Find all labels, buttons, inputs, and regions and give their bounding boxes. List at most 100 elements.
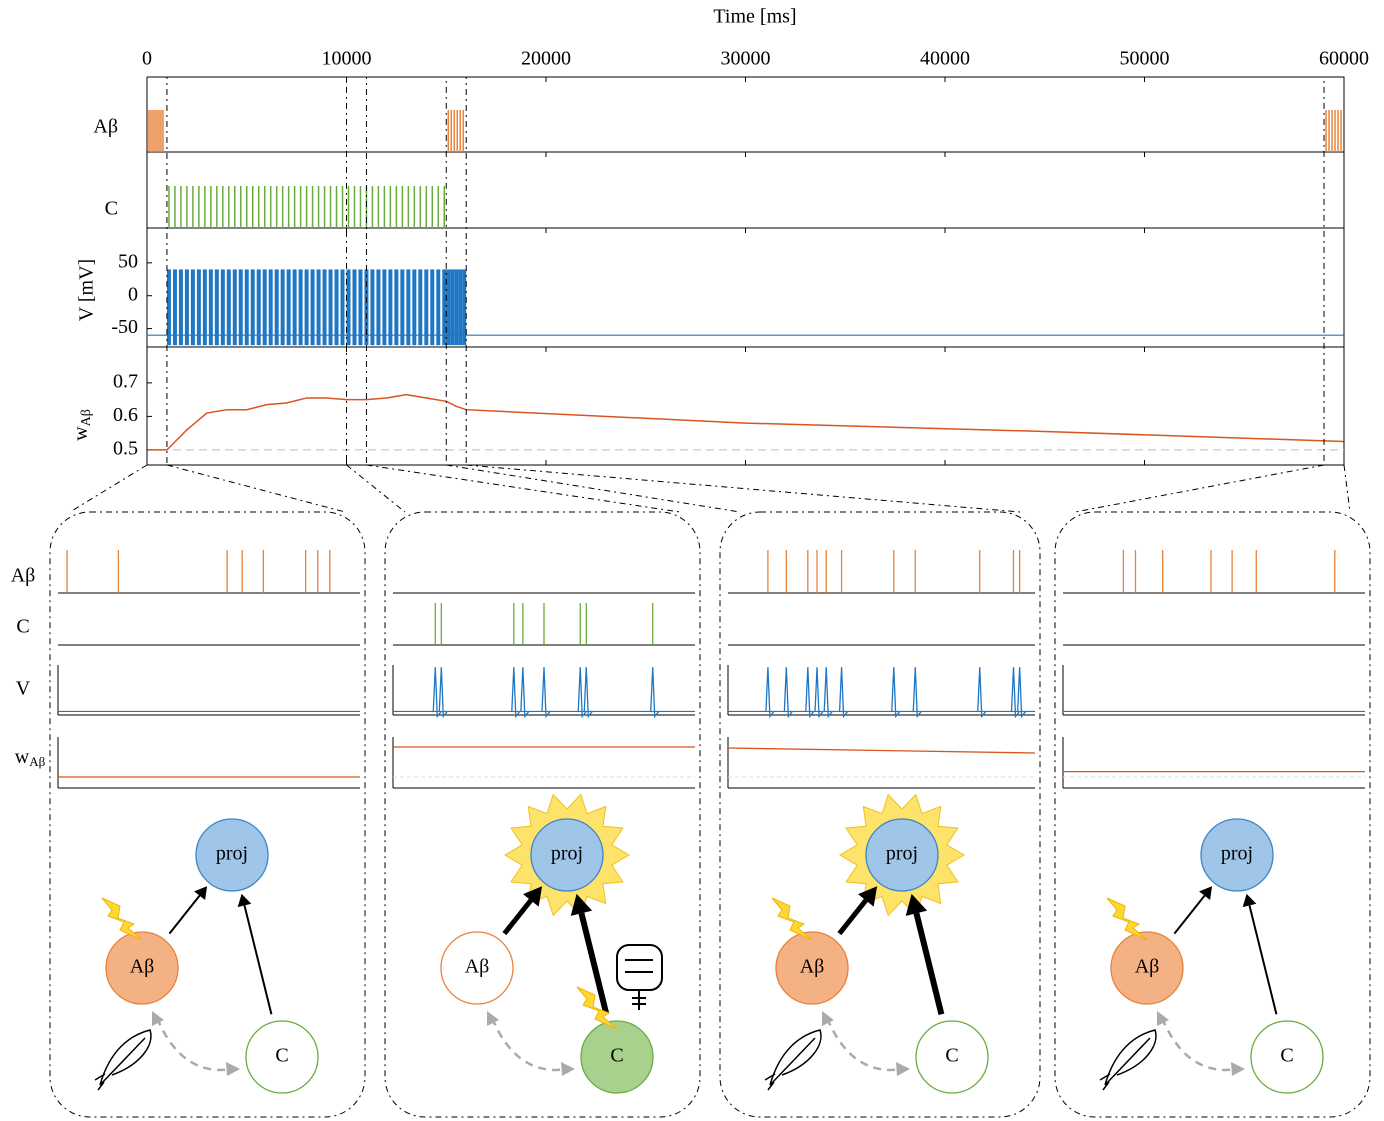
voltage-spike <box>202 269 207 346</box>
inset-row-label: C <box>16 616 29 638</box>
voltage-spike <box>394 269 399 346</box>
voltage-spike <box>382 269 387 346</box>
arrow-head <box>905 893 928 916</box>
arrow-head <box>1199 886 1213 901</box>
voltage-spike <box>370 269 375 346</box>
feather-icon <box>764 1029 822 1091</box>
voltage-spike <box>442 269 447 346</box>
zoom-connector <box>1343 464 1351 513</box>
feather-icon <box>1099 1029 1157 1091</box>
inset-panel <box>384 511 701 1118</box>
arrow-shaft <box>243 905 273 1015</box>
label-main: w <box>70 426 92 441</box>
arrow-head <box>570 893 593 916</box>
node-label: Aβ <box>130 956 155 978</box>
interaction <box>1160 1017 1238 1072</box>
voltage-spike <box>511 667 521 719</box>
voltage-spike <box>214 269 219 346</box>
voltage-spike <box>400 269 405 346</box>
node-label: proj <box>551 843 583 865</box>
arrow-head <box>523 886 543 907</box>
voltage-spike <box>346 269 351 346</box>
label-sub: Aβ <box>29 754 45 769</box>
voltage-spike <box>583 667 593 719</box>
zoom-box <box>1323 76 1345 466</box>
arrow-head <box>1157 1011 1169 1026</box>
lightning <box>101 897 143 941</box>
row-label: C <box>105 198 118 220</box>
x-tick-label: 50000 <box>1120 48 1170 70</box>
row-label: Aβ <box>93 116 118 138</box>
node-label: Aβ <box>1135 956 1160 978</box>
voltage-spike <box>412 269 417 346</box>
arrow-shaft <box>578 912 610 1016</box>
inset-panel <box>719 511 1041 1118</box>
arrow-head <box>487 1011 499 1026</box>
lightning <box>1106 897 1148 941</box>
voltage-spike <box>388 269 393 346</box>
zoom-connector <box>166 464 346 513</box>
x-tick-label: 40000 <box>920 48 970 70</box>
interaction <box>155 1017 233 1072</box>
feather-icon <box>94 1029 152 1091</box>
y-tick-label: 0.5 <box>113 438 138 460</box>
interaction <box>825 1017 903 1072</box>
zoom-connector <box>1074 464 1325 513</box>
arrow-head <box>152 1011 164 1026</box>
voltage-spike <box>430 269 435 346</box>
voltage-spike <box>805 667 815 719</box>
voltage-spike <box>454 269 459 346</box>
arrow-head <box>1242 893 1257 908</box>
voltage-spike <box>334 269 339 346</box>
voltage-spike <box>450 269 455 346</box>
voltage-spike <box>226 269 231 346</box>
voltage-spike <box>166 269 171 346</box>
voltage-spike <box>765 667 775 719</box>
node <box>530 818 604 892</box>
lightning <box>771 897 813 941</box>
voltage-spike <box>838 667 849 719</box>
node <box>775 931 849 1005</box>
zoom-box <box>146 76 168 466</box>
weight-line <box>147 393 1345 451</box>
voltage-spike <box>256 269 261 346</box>
voltage-spike <box>208 269 213 346</box>
x-tick-label: 60000 <box>1319 48 1369 70</box>
interaction <box>490 1017 568 1072</box>
voltage-spike <box>783 667 793 719</box>
fist-icon <box>625 959 653 1010</box>
arrow-head <box>194 886 208 901</box>
label-sub: Aβ <box>79 409 94 426</box>
y-tick-label: 0.6 <box>113 404 138 426</box>
y-tick-label: -50 <box>111 316 138 338</box>
voltage-spike <box>304 269 309 346</box>
arrow-shaft <box>1248 905 1278 1015</box>
voltage-spike <box>292 269 297 346</box>
arrow-shaft <box>1173 895 1206 935</box>
voltage-spike <box>220 269 225 346</box>
zoom-connector <box>346 464 406 513</box>
voltage-spike <box>262 269 267 346</box>
voltage-spike <box>814 667 824 719</box>
voltage-spike <box>196 269 201 346</box>
arrow-shaft <box>502 898 533 936</box>
node <box>1110 931 1184 1005</box>
voltage-spike <box>458 269 463 346</box>
node <box>195 818 269 892</box>
node-label: proj <box>1221 843 1253 865</box>
voltage-spike <box>274 269 279 346</box>
voltage-spike <box>286 269 291 346</box>
fist-icon <box>616 944 663 991</box>
node <box>580 1020 654 1094</box>
node <box>245 1020 319 1094</box>
node <box>440 931 514 1005</box>
y-axis-label: V [mV] <box>76 259 98 321</box>
zoom-box <box>445 76 467 466</box>
voltage-spike <box>418 269 423 346</box>
node-label: C <box>945 1045 958 1067</box>
arrow-head <box>858 886 878 907</box>
voltage-spike <box>352 269 357 346</box>
arrow-head <box>237 893 252 908</box>
y-axis-label: wAβ <box>70 409 95 441</box>
voltage-spike <box>172 269 177 346</box>
